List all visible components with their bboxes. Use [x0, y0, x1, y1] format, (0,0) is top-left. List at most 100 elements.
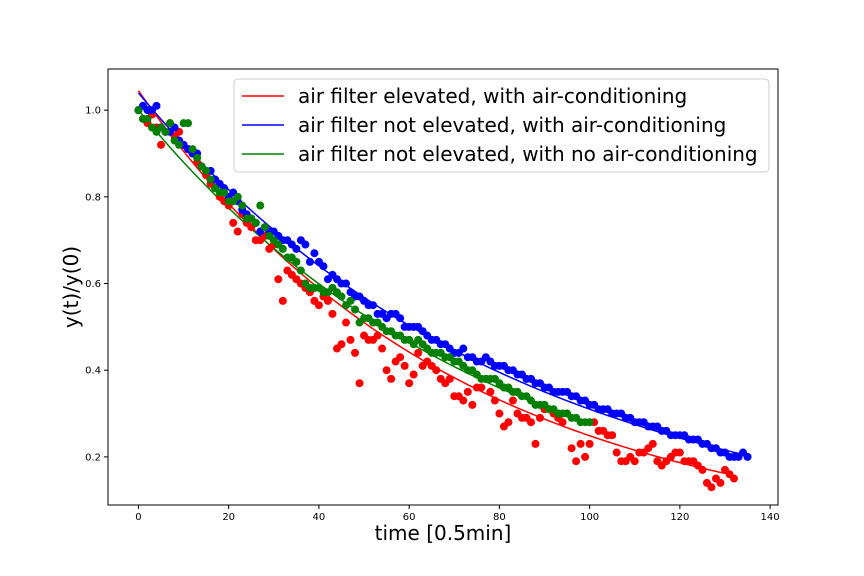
- data-point-series-2: [143, 114, 152, 123]
- data-point-series-0: [572, 457, 581, 466]
- x-tick-label: 80: [493, 512, 506, 523]
- x-tick-label: 40: [313, 512, 326, 523]
- data-point-series-0: [323, 296, 332, 305]
- data-point-series-2: [278, 244, 287, 253]
- data-point-series-0: [608, 431, 617, 440]
- x-tick-label: 60: [403, 512, 416, 523]
- data-point-series-0: [314, 301, 323, 310]
- data-point-series-0: [409, 370, 418, 379]
- x-axis-label: time [0.5min]: [375, 521, 512, 545]
- data-point-series-0: [675, 448, 684, 457]
- data-point-series-2: [188, 145, 197, 154]
- data-point-series-1: [152, 101, 161, 110]
- data-point-series-0: [508, 396, 517, 405]
- data-point-series-0: [486, 387, 495, 396]
- data-point-series-0: [495, 409, 504, 418]
- data-point-series-2: [292, 257, 301, 266]
- y-tick-label: 0.2: [85, 452, 101, 463]
- data-point-series-2: [175, 140, 184, 149]
- data-point-series-0: [157, 140, 166, 149]
- data-point-series-0: [576, 439, 585, 448]
- data-point-series-0: [581, 452, 590, 461]
- y-tick-label: 0.4: [85, 366, 101, 377]
- data-point-series-0: [459, 396, 468, 405]
- data-point-series-2: [585, 418, 594, 427]
- data-point-series-0: [716, 478, 725, 487]
- data-point-series-0: [400, 361, 409, 370]
- data-point-series-0: [526, 418, 535, 427]
- data-point-series-2: [134, 106, 143, 115]
- data-point-series-2: [161, 127, 170, 136]
- legend-label-series-1: air filter not elevated, with air-condit…: [298, 113, 726, 137]
- data-point-series-0: [405, 379, 414, 388]
- data-point-series-1: [301, 240, 310, 249]
- data-point-series-0: [342, 318, 350, 327]
- data-point-series-0: [382, 366, 391, 375]
- data-point-series-0: [468, 400, 477, 409]
- x-tick-label: 100: [580, 512, 599, 523]
- x-tick-label: 140: [761, 512, 780, 523]
- data-point-series-0: [337, 340, 346, 349]
- data-point-series-0: [328, 309, 337, 318]
- data-point-series-2: [256, 201, 265, 210]
- data-point-series-1: [292, 244, 301, 253]
- data-point-series-1: [369, 301, 378, 310]
- data-point-series-0: [387, 374, 396, 383]
- data-point-series-1: [310, 249, 319, 258]
- y-axis-ticks: 0.2 0.4 0.6 0.8 1.0: [85, 106, 108, 463]
- x-tick-label: 120: [670, 512, 689, 523]
- data-point-series-0: [445, 374, 454, 383]
- data-points: [134, 101, 752, 492]
- y-tick-label: 1.0: [85, 106, 101, 117]
- data-point-series-0: [707, 483, 716, 492]
- data-point-series-2: [193, 153, 202, 162]
- data-point-series-0: [567, 444, 576, 453]
- data-point-series-1: [743, 452, 752, 461]
- legend-label-series-0: air filter elevated, with air-conditioni…: [298, 84, 687, 108]
- data-point-series-0: [490, 396, 499, 405]
- data-point-series-2: [202, 166, 211, 175]
- data-point-series-0: [477, 383, 486, 392]
- data-point-series-2: [220, 188, 229, 197]
- data-point-series-0: [229, 218, 238, 227]
- data-point-series-0: [274, 275, 283, 284]
- data-point-series-2: [184, 119, 193, 128]
- data-point-series-2: [346, 296, 355, 305]
- data-point-series-0: [278, 296, 287, 305]
- data-point-series-0: [233, 227, 242, 236]
- data-point-series-0: [396, 353, 405, 362]
- x-tick-label: 0: [135, 512, 141, 523]
- data-point-series-0: [346, 335, 355, 344]
- data-point-series-2: [251, 218, 260, 227]
- data-point-series-2: [337, 292, 346, 301]
- data-point-series-0: [432, 366, 441, 375]
- data-point-series-0: [558, 418, 567, 427]
- data-point-series-0: [414, 348, 423, 357]
- data-point-series-0: [648, 439, 657, 448]
- data-point-series-2: [260, 223, 269, 232]
- data-point-series-0: [698, 465, 707, 474]
- data-point-series-0: [730, 474, 739, 483]
- data-point-series-2: [233, 192, 242, 201]
- data-point-series-0: [504, 418, 513, 427]
- data-point-series-1: [459, 344, 468, 353]
- data-point-series-0: [536, 413, 544, 422]
- data-point-series-2: [206, 175, 215, 184]
- data-point-series-0: [531, 439, 540, 448]
- data-point-series-2: [238, 201, 247, 210]
- x-axis-ticks: 0 20 40 60 80 100 120 140: [135, 505, 780, 523]
- data-point-series-0: [351, 348, 360, 357]
- data-point-series-0: [612, 448, 621, 457]
- data-point-series-1: [319, 262, 328, 271]
- x-tick-label: 20: [222, 512, 235, 523]
- plot-frame: [107, 68, 779, 506]
- y-tick-label: 0.6: [85, 279, 101, 290]
- y-axis-label: y(t)/y(0): [59, 246, 83, 328]
- data-point-series-0: [378, 344, 387, 353]
- data-point-series-0: [463, 387, 472, 396]
- legend-label-series-2: air filter not elevated, with no air-con…: [298, 142, 758, 166]
- data-point-series-0: [373, 331, 382, 340]
- data-point-series-0: [630, 457, 639, 466]
- data-point-series-0: [585, 439, 594, 448]
